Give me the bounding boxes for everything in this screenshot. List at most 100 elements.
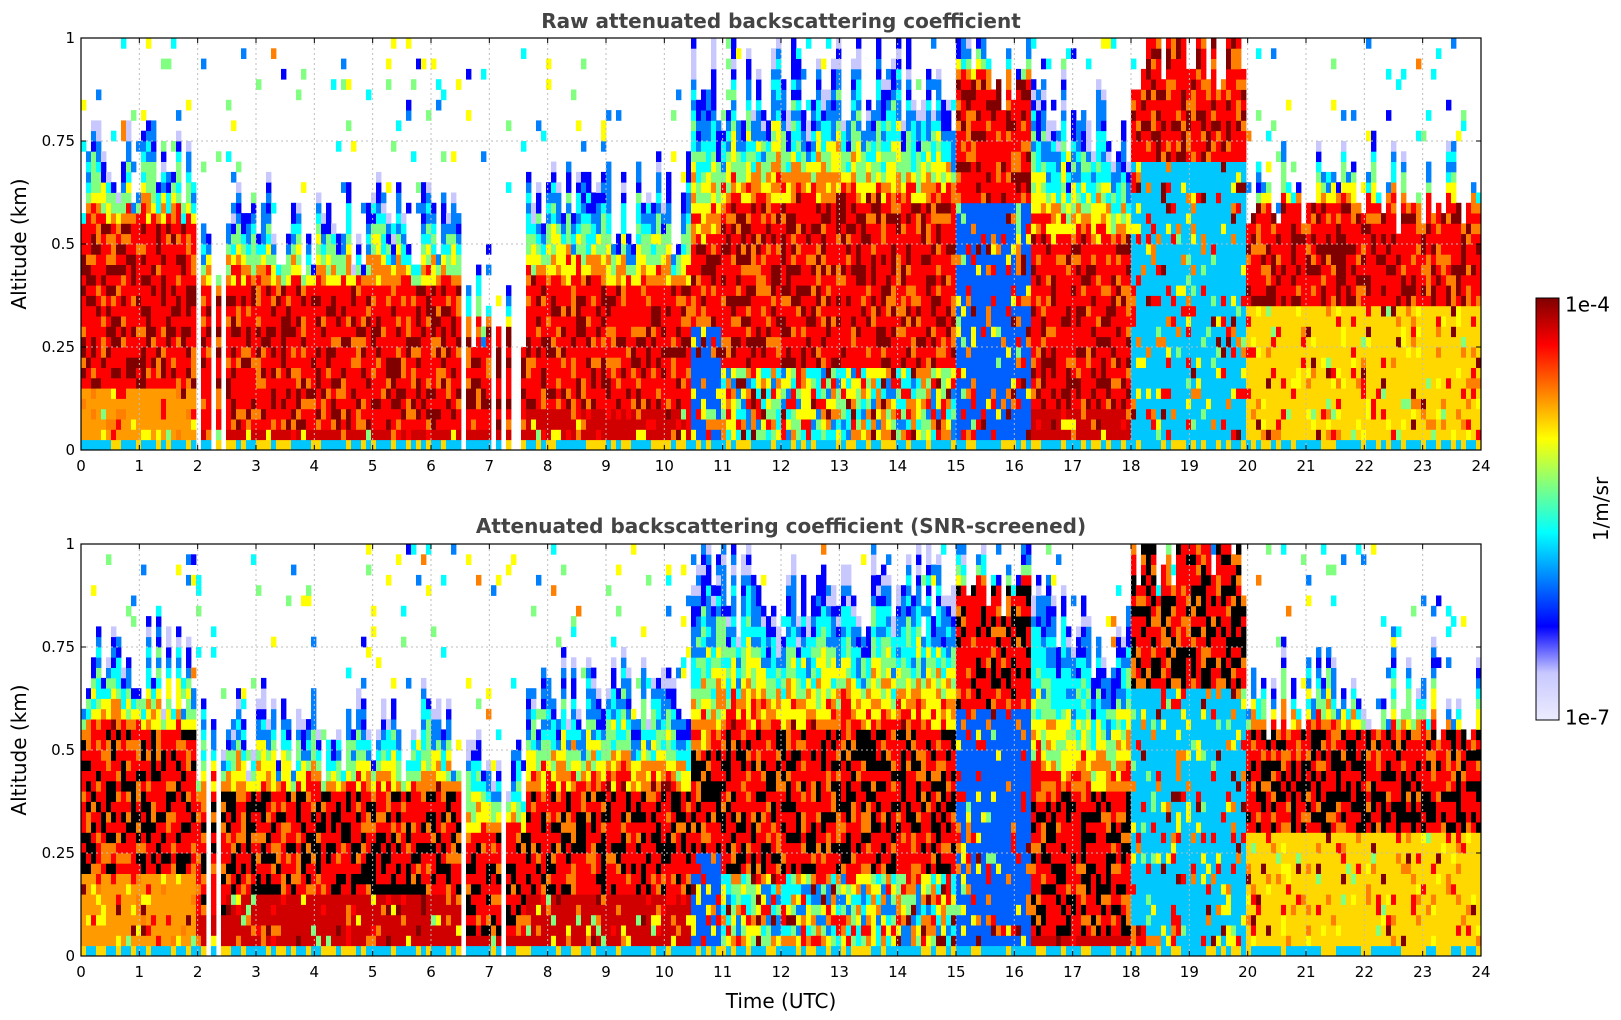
heatmap-cell <box>731 38 737 49</box>
heatmap-cell <box>916 388 922 399</box>
heatmap-cell <box>761 171 767 183</box>
heatmap-cell <box>96 161 102 173</box>
heatmap-cell <box>421 316 427 327</box>
heatmap-cell <box>361 357 367 368</box>
heatmap-cell <box>946 367 952 379</box>
heatmap-cell <box>611 377 617 389</box>
heatmap-cell <box>451 316 457 327</box>
heatmap-cell <box>761 141 767 152</box>
heatmap-cell <box>606 429 612 441</box>
heatmap-cell <box>281 285 287 296</box>
heatmap-cell <box>751 223 757 235</box>
heatmap-cell <box>566 419 572 430</box>
heatmap-cell <box>926 367 932 379</box>
heatmap-cell <box>961 377 967 389</box>
heatmap-cell <box>776 264 782 276</box>
heatmap-cell <box>746 110 752 121</box>
heatmap-column <box>731 38 737 451</box>
heatmap-cell <box>566 264 572 276</box>
heatmap-cell <box>571 285 577 296</box>
heatmap-cell <box>271 202 277 214</box>
heatmap-cell <box>951 161 957 173</box>
heatmap-cell <box>586 377 592 389</box>
heatmap-cell <box>726 58 732 70</box>
heatmap-cell <box>871 398 877 410</box>
heatmap-cell <box>936 223 942 235</box>
heatmap-cell <box>836 274 842 286</box>
heatmap-cell <box>286 377 292 389</box>
heatmap-cell <box>816 89 822 101</box>
heatmap-cell <box>116 223 122 235</box>
heatmap-cell <box>336 316 342 327</box>
heatmap-cell <box>776 316 782 327</box>
heatmap-cell <box>476 398 482 410</box>
heatmap-cell <box>431 377 437 389</box>
heatmap-cell <box>466 305 472 317</box>
heatmap-cell <box>946 110 952 121</box>
heatmap-cell <box>641 316 647 327</box>
heatmap-cell <box>891 316 897 327</box>
heatmap-cell <box>371 419 377 430</box>
heatmap-cell <box>146 429 152 441</box>
heatmap-cell <box>411 295 417 307</box>
heatmap-cell <box>796 439 802 451</box>
heatmap-cell <box>171 244 177 255</box>
heatmap-cell <box>876 89 882 101</box>
heatmap-cell <box>391 264 397 276</box>
heatmap-cell <box>866 336 872 348</box>
heatmap-cell <box>241 357 247 368</box>
heatmap-cell <box>791 68 797 80</box>
heatmap-cell <box>476 439 482 451</box>
heatmap-cell <box>951 213 957 224</box>
heatmap-cell <box>841 377 847 389</box>
heatmap-cell <box>356 285 362 296</box>
heatmap-cell <box>636 388 642 399</box>
heatmap-cell <box>756 171 762 183</box>
heatmap-cell <box>931 408 937 420</box>
heatmap-cell <box>346 408 352 420</box>
heatmap-cell <box>486 377 492 389</box>
heatmap-cell <box>941 130 947 142</box>
heatmap-cell <box>131 233 137 245</box>
heatmap-cell <box>376 244 382 255</box>
heatmap-cell <box>546 419 552 430</box>
heatmap-cell <box>191 285 197 296</box>
heatmap-cell <box>136 192 142 204</box>
heatmap-cell <box>781 141 787 152</box>
heatmap-cell <box>736 439 742 451</box>
heatmap-cell <box>896 202 902 214</box>
heatmap-cell <box>876 264 882 276</box>
heatmap-cell <box>841 347 847 358</box>
heatmap-cell <box>816 68 822 80</box>
heatmap-cell <box>686 285 692 296</box>
heatmap-cell <box>691 244 697 255</box>
heatmap-cell <box>276 285 282 296</box>
heatmap-cell <box>791 223 797 235</box>
heatmap-cell <box>846 439 852 451</box>
heatmap-cell <box>466 326 472 338</box>
heatmap-cell <box>286 264 292 276</box>
heatmap-cell <box>486 408 492 420</box>
heatmap-cell <box>306 244 312 255</box>
heatmap-cell <box>336 357 342 368</box>
heatmap-cell <box>206 305 212 317</box>
heatmap-cell <box>956 357 962 368</box>
heatmap-cell <box>116 419 122 430</box>
heatmap-cell <box>746 48 752 59</box>
heatmap-cell <box>436 305 442 317</box>
heatmap-cell <box>476 367 482 379</box>
heatmap-cell <box>781 264 787 276</box>
heatmap-cell <box>966 213 972 224</box>
heatmap-cell <box>156 357 162 368</box>
heatmap-cell <box>696 274 702 286</box>
heatmap-cell <box>731 377 737 389</box>
heatmap-cell <box>101 244 107 255</box>
heatmap-cell <box>831 89 837 101</box>
heatmap-cell <box>646 398 652 410</box>
heatmap-cell <box>346 398 352 410</box>
heatmap-column <box>86 151 92 451</box>
heatmap-cell <box>791 347 797 358</box>
heatmap-cell <box>881 408 887 420</box>
heatmap-cell <box>901 295 907 307</box>
heatmap-cell <box>366 439 372 451</box>
